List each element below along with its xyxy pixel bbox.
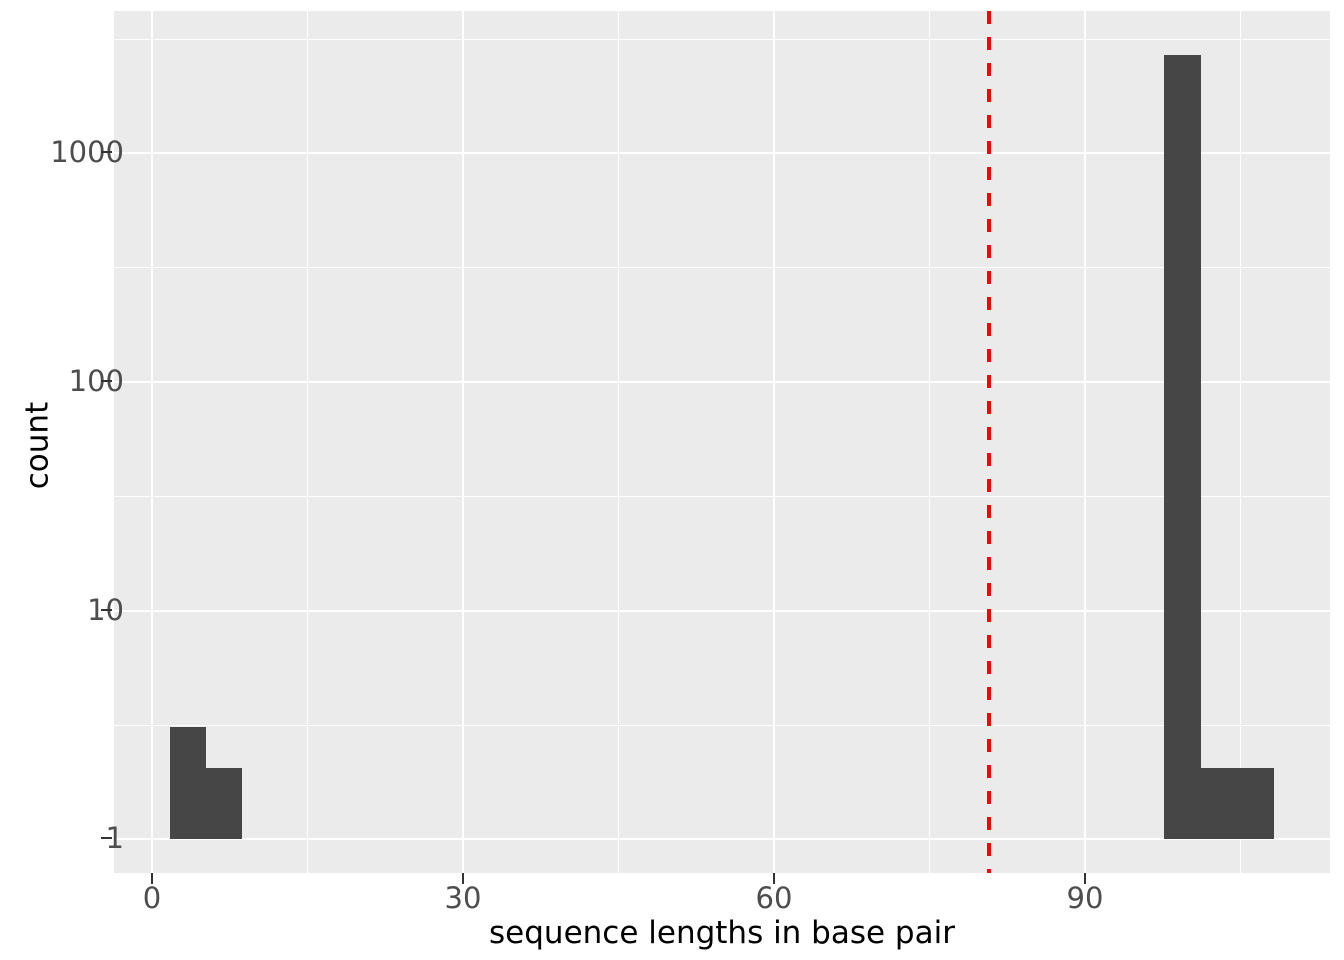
xtick-mark-0 [151,873,154,884]
y-axis-title: count [19,401,56,490]
gridline-major-y-100 [114,381,1330,384]
gridline-minor-y-31_6 [114,496,1330,498]
gridline-major-x-60 [773,11,776,873]
ytick-label-1: 1 [105,821,124,855]
xtick-label-90: 90 [1066,881,1104,915]
threshold-vline-icon [987,11,991,873]
x-axis-title: sequence lengths in base pair [489,915,955,951]
gridline-minor-x-75 [929,11,931,873]
ytick-label-1000: 1000 [50,135,124,169]
histogram-bar [1164,55,1201,839]
xtick-mark-60 [773,873,776,884]
gridline-major-x-90 [1084,11,1087,873]
xtick-label-30: 30 [444,881,482,915]
gridline-major-x-0 [151,11,154,873]
gridline-major-y-10 [114,610,1330,613]
xtick-mark-90 [1084,873,1087,884]
gridline-minor-y-316 [114,267,1330,269]
plot-panel [114,11,1330,873]
gridline-minor-x-45 [618,11,620,873]
xtick-label-0: 0 [142,881,162,915]
xtick-label-60: 60 [755,881,793,915]
gridline-major-x-30 [462,11,465,873]
ytick-mark-10 [101,609,112,612]
histogram-bar [1201,768,1274,839]
gridline-major-y-1 [114,838,1330,841]
xtick-mark-30 [462,873,465,884]
ytick-label-100: 100 [68,364,124,398]
histogram-bar [170,727,206,839]
histogram-bar [206,768,242,839]
gridline-minor-x-15 [307,11,309,873]
ytick-mark-1000 [101,151,112,154]
ytick-mark-100 [101,380,112,383]
gridline-major-y-1000 [114,152,1330,155]
gridline-minor-y-3162 [114,39,1330,41]
gridline-minor-x-105 [1240,11,1242,873]
gridline-minor-y-3_16 [114,725,1330,727]
ytick-mark-1 [101,837,112,840]
